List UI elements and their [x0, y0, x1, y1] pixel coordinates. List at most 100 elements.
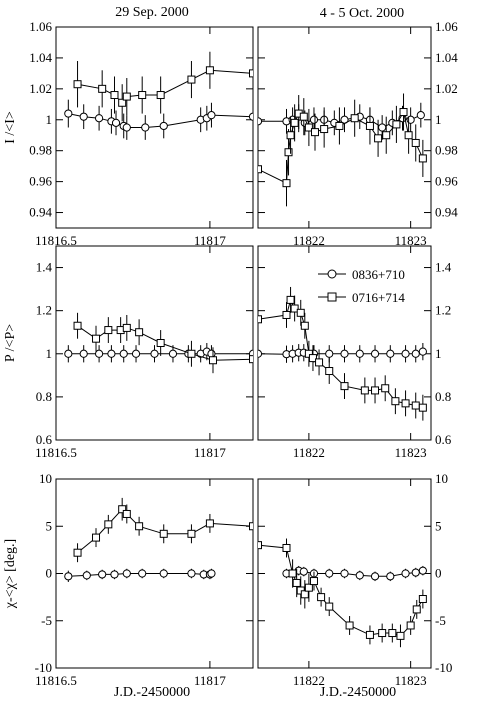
y-tick-label: 1.04 [29, 50, 52, 65]
data-point-square [406, 621, 415, 630]
y-tick-label: 0.94 [435, 205, 458, 220]
data-point-circle [248, 112, 253, 121]
data-point-square [412, 605, 421, 614]
data-point-square [156, 339, 165, 347]
series-line-square [77, 69, 253, 104]
right-panel-title: 4 - 5 Oct. 2000 [320, 6, 404, 21]
data-point-circle [401, 569, 410, 578]
panels: 11816.5 11817 0.94 0.96 0.98 1 1.02 1.04 1.06 I /… [3, 19, 458, 688]
series-line-square [77, 325, 253, 361]
data-point-circle [207, 111, 216, 120]
legend: 0836+710 0716+714 [318, 267, 405, 305]
y-tick-label: -10 [35, 660, 52, 675]
data-point-square [345, 621, 354, 630]
y-tick-label: 0.96 [29, 174, 52, 189]
data-point-circle [122, 123, 131, 132]
y-tick-label: 5 [435, 518, 442, 533]
data-point-square [208, 356, 217, 365]
data-point-circle [159, 569, 168, 578]
data-point-circle [122, 569, 131, 578]
legend-circle-marker [327, 269, 337, 279]
y-axis-label: P /<P> [3, 324, 18, 362]
y-tick-label: 1 [435, 112, 442, 127]
y-tick-label: 1 [46, 112, 53, 127]
data-point-circle [299, 567, 308, 576]
y-tick-label: 1.4 [435, 260, 452, 275]
y-tick-label: 1.2 [36, 303, 52, 318]
panel-middle-right: 11822 11823 0.6 0.8 1 1.2 1.4 [257, 245, 452, 460]
y-tick-label: 10 [435, 471, 448, 486]
data-point-circle [110, 570, 119, 579]
data-point-circle [98, 570, 107, 579]
y-tick-label: 1.04 [435, 50, 458, 65]
series-line-square [77, 508, 253, 554]
data-point-circle [94, 114, 104, 123]
x-tick-label: 11817 [194, 445, 227, 460]
x-tick-label: 11823 [395, 445, 427, 460]
data-point-square [104, 326, 113, 335]
data-point-square [249, 355, 253, 364]
y-tick-label: 1.02 [435, 81, 458, 96]
data-point-circle [119, 349, 128, 358]
data-point-square [388, 629, 397, 638]
y-tick-label: 0 [46, 566, 53, 581]
data-point-square [249, 69, 253, 78]
y-tick-label: 1.06 [29, 19, 52, 34]
y-tick-label: 0.6 [435, 432, 452, 447]
data-point-square [365, 121, 374, 130]
data-point-square [288, 569, 297, 578]
data-point-square [92, 334, 101, 343]
data-point-circle [418, 566, 427, 575]
plot-frame [55, 245, 254, 441]
x-tick-label: 11817 [194, 233, 227, 248]
data-point-square [73, 80, 82, 89]
data-point-square [401, 399, 410, 408]
data-point-square [325, 602, 334, 611]
x-tick-label: 11817 [194, 673, 227, 688]
y-axis-label: χ-<χ> [deg.] [3, 539, 18, 609]
data-point-square [325, 367, 334, 376]
data-point-circle [79, 349, 88, 358]
data-point-circle [168, 349, 178, 358]
data-point-square [371, 386, 380, 395]
data-point-circle [64, 349, 73, 358]
y-axis-label: I /<I> [3, 111, 18, 144]
legend-label-0716: 0716+714 [352, 290, 405, 305]
data-point-circle [411, 349, 420, 358]
data-point-circle [416, 111, 425, 120]
series-line-square [258, 544, 424, 637]
plot-frame [257, 245, 432, 441]
y-tick-label: 0.6 [36, 432, 53, 447]
y-tick-label: 0.96 [435, 174, 458, 189]
data-point-circle [187, 569, 196, 578]
data-point-square [290, 118, 299, 127]
data-layer [258, 286, 427, 421]
data-point-square [411, 138, 420, 147]
data-point-square [304, 349, 313, 358]
data-point-square [135, 328, 144, 337]
y-tick-label: -5 [435, 613, 446, 628]
data-point-square [320, 125, 329, 134]
data-point-square [282, 179, 291, 188]
data-point-square [187, 529, 196, 538]
data-point-circle [111, 118, 121, 127]
data-point-square [110, 91, 119, 100]
data-point-square [391, 397, 400, 406]
data-point-circle [107, 349, 116, 358]
y-tick-label: 5 [46, 518, 53, 533]
data-point-circle [378, 123, 387, 132]
y-tick-label: -5 [41, 613, 52, 628]
data-point-square [92, 533, 101, 542]
data-point-square [187, 75, 196, 84]
data-point-square [300, 590, 309, 599]
y-tick-label: 1 [435, 346, 442, 361]
data-point-square [258, 541, 262, 550]
data-point-circle [401, 349, 410, 358]
panel-bottom-right: 11822 11823 -10 -5 0 5 10 [257, 471, 452, 688]
data-point-circle [418, 347, 427, 356]
data-point-circle [94, 349, 104, 358]
data-point-square [122, 509, 131, 518]
y-tick-label: 1 [46, 346, 53, 361]
plot-frame [257, 26, 432, 229]
